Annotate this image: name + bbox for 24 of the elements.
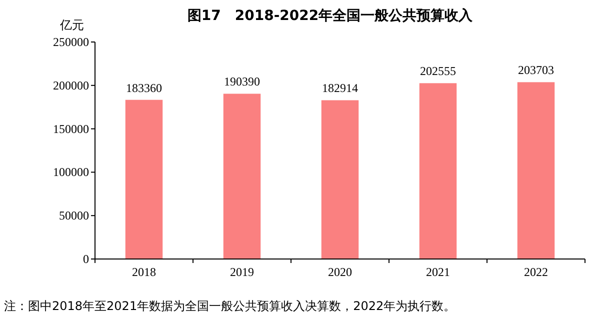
y-tick-label: 100000 [53, 165, 89, 180]
bar [125, 100, 163, 259]
text: 注：图中2018年至2021年数据为全国一般公共预算收入决算数，2022年为执行数。 [4, 299, 456, 313]
y-tick-label: 200000 [53, 78, 89, 92]
x-tick-label: 2021 [426, 265, 450, 279]
x-tick-label: 2020 [328, 265, 352, 279]
bar [223, 94, 261, 259]
data-label: 182914 [322, 81, 358, 96]
x-tick-label: 2022 [524, 265, 548, 279]
y-tick-label: 250000 [53, 35, 89, 49]
y-axis-title: 亿元 [59, 18, 84, 32]
y-tick-label: 150000 [53, 122, 89, 136]
y-tick-label: 50000 [59, 208, 89, 223]
x-tick-label: 2018 [132, 265, 156, 279]
data-label: 202555 [420, 64, 456, 78]
bar [419, 83, 457, 259]
data-label: 190390 [224, 74, 260, 89]
y-tick-label: 0 [83, 252, 89, 266]
bar [321, 100, 359, 259]
x-tick-label: 2019 [230, 265, 254, 279]
data-label: 183360 [126, 80, 162, 95]
chart-title: 图17 2018-2022年全国一般公共预算收入 [187, 8, 474, 24]
bar [517, 82, 555, 259]
data-label: 203703 [518, 63, 554, 78]
